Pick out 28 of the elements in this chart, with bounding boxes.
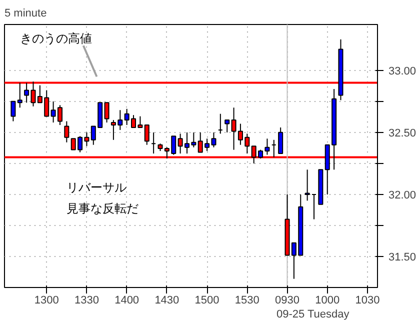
y-tick-label: 31.50 (388, 251, 416, 264)
x-tick-label: 1500 (194, 294, 220, 306)
y-tick-label: 32.00 (388, 189, 416, 202)
candlestick (10, 100, 16, 122)
candlestick (264, 138, 270, 156)
x-tick-label: 1430 (154, 294, 180, 306)
candlestick (224, 120, 230, 133)
annotation: 見事な反転だ (66, 202, 139, 216)
annotation: きのうの高値 (20, 32, 92, 46)
y-tick-label: 32.50 (388, 127, 416, 140)
candlestick (231, 107, 236, 150)
x-tick-label: 1330 (74, 294, 99, 306)
x-tick-label: 1530 (234, 294, 260, 306)
x-tick-label: 0930 (275, 294, 300, 306)
chart-title: 5 minute (4, 8, 47, 20)
y-tick-label: 33.00 (388, 65, 416, 78)
candlestick (304, 169, 310, 202)
x-tick-label: 1300 (34, 294, 59, 306)
candlestick (278, 126, 284, 154)
annotation: リバーサル (66, 180, 127, 194)
candlestick (104, 102, 110, 124)
candlestick (144, 124, 150, 146)
x-tick-label: 1000 (315, 294, 340, 306)
candlestick (17, 82, 22, 108)
text: 09-25 Tuesday (276, 308, 350, 320)
x-tick-label: 1400 (114, 294, 140, 306)
x-tick-label: 1030 (355, 294, 380, 306)
candlestick (64, 120, 70, 143)
